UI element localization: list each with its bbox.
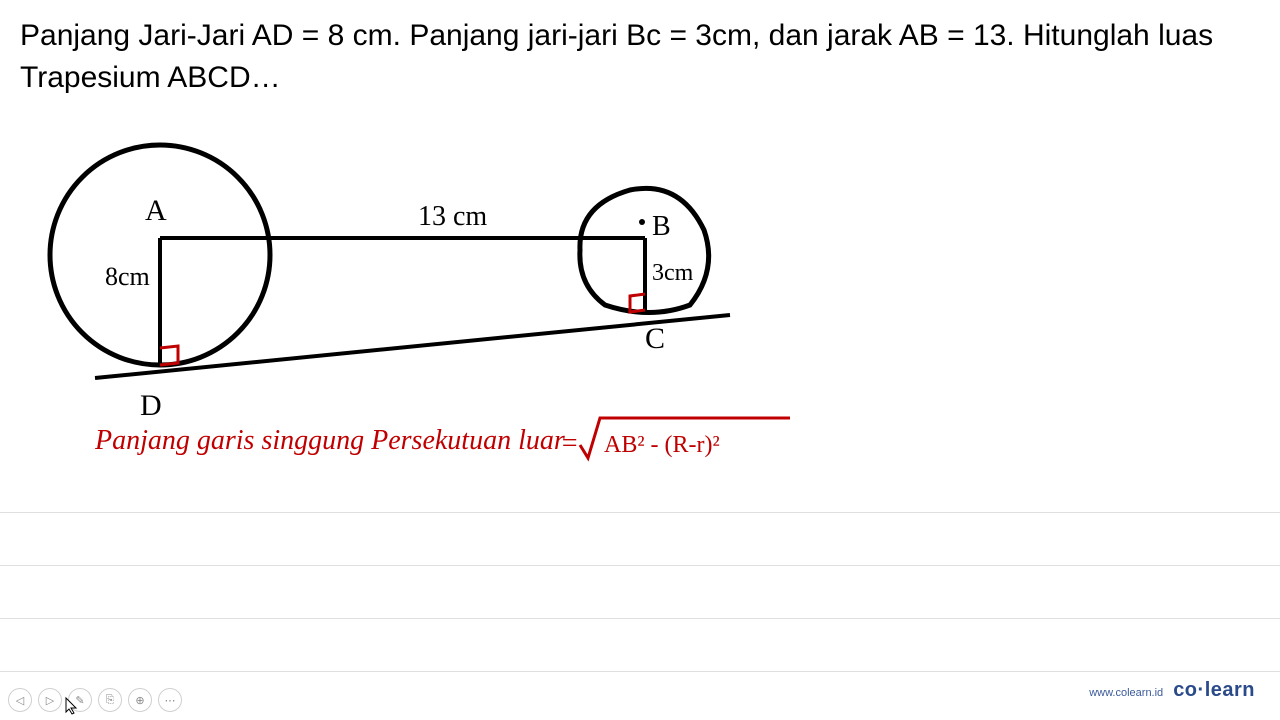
more-button[interactable]: ⋯ — [158, 688, 182, 712]
label-b: B — [652, 211, 671, 242]
toolbar: ◁ ▷ ✎ ⎘ ⊕ ⋯ — [8, 688, 182, 712]
ruled-line — [0, 671, 1280, 672]
copy-button[interactable]: ⎘ — [98, 688, 122, 712]
ruled-line — [0, 512, 1280, 513]
zoom-button[interactable]: ⊕ — [128, 688, 152, 712]
formula-label: Panjang garis singgung Persekutuan luar — [95, 425, 565, 457]
play-button[interactable]: ▷ — [38, 688, 62, 712]
ruled-line — [0, 618, 1280, 619]
label-13cm: 13 cm — [418, 201, 487, 232]
cursor-icon — [64, 696, 80, 716]
geometry-diagram: A 8cm D 13 cm B 3cm C — [30, 120, 750, 440]
line-dc — [95, 315, 730, 378]
label-8cm: 8cm — [105, 262, 150, 291]
prev-button[interactable]: ◁ — [8, 688, 32, 712]
branding-url: www.colearn.id — [1089, 687, 1163, 699]
equals-sign: = — [560, 428, 579, 459]
branding-logo: co·learn — [1173, 679, 1255, 702]
center-dot-b — [639, 219, 645, 225]
label-c: C — [645, 322, 665, 355]
ruled-lines — [0, 460, 1280, 672]
label-a: A — [145, 194, 167, 227]
label-3cm: 3cm — [652, 260, 694, 286]
label-d: D — [140, 389, 162, 422]
diagram-svg: A 8cm D 13 cm B 3cm C — [30, 120, 750, 440]
problem-text: Panjang Jari-Jari AD = 8 cm. Panjang jar… — [0, 0, 1280, 109]
formula-expression: AB² - (R-r)² — [604, 432, 720, 458]
ruled-line — [0, 565, 1280, 566]
branding: www.colearn.id co·learn — [1089, 679, 1255, 702]
